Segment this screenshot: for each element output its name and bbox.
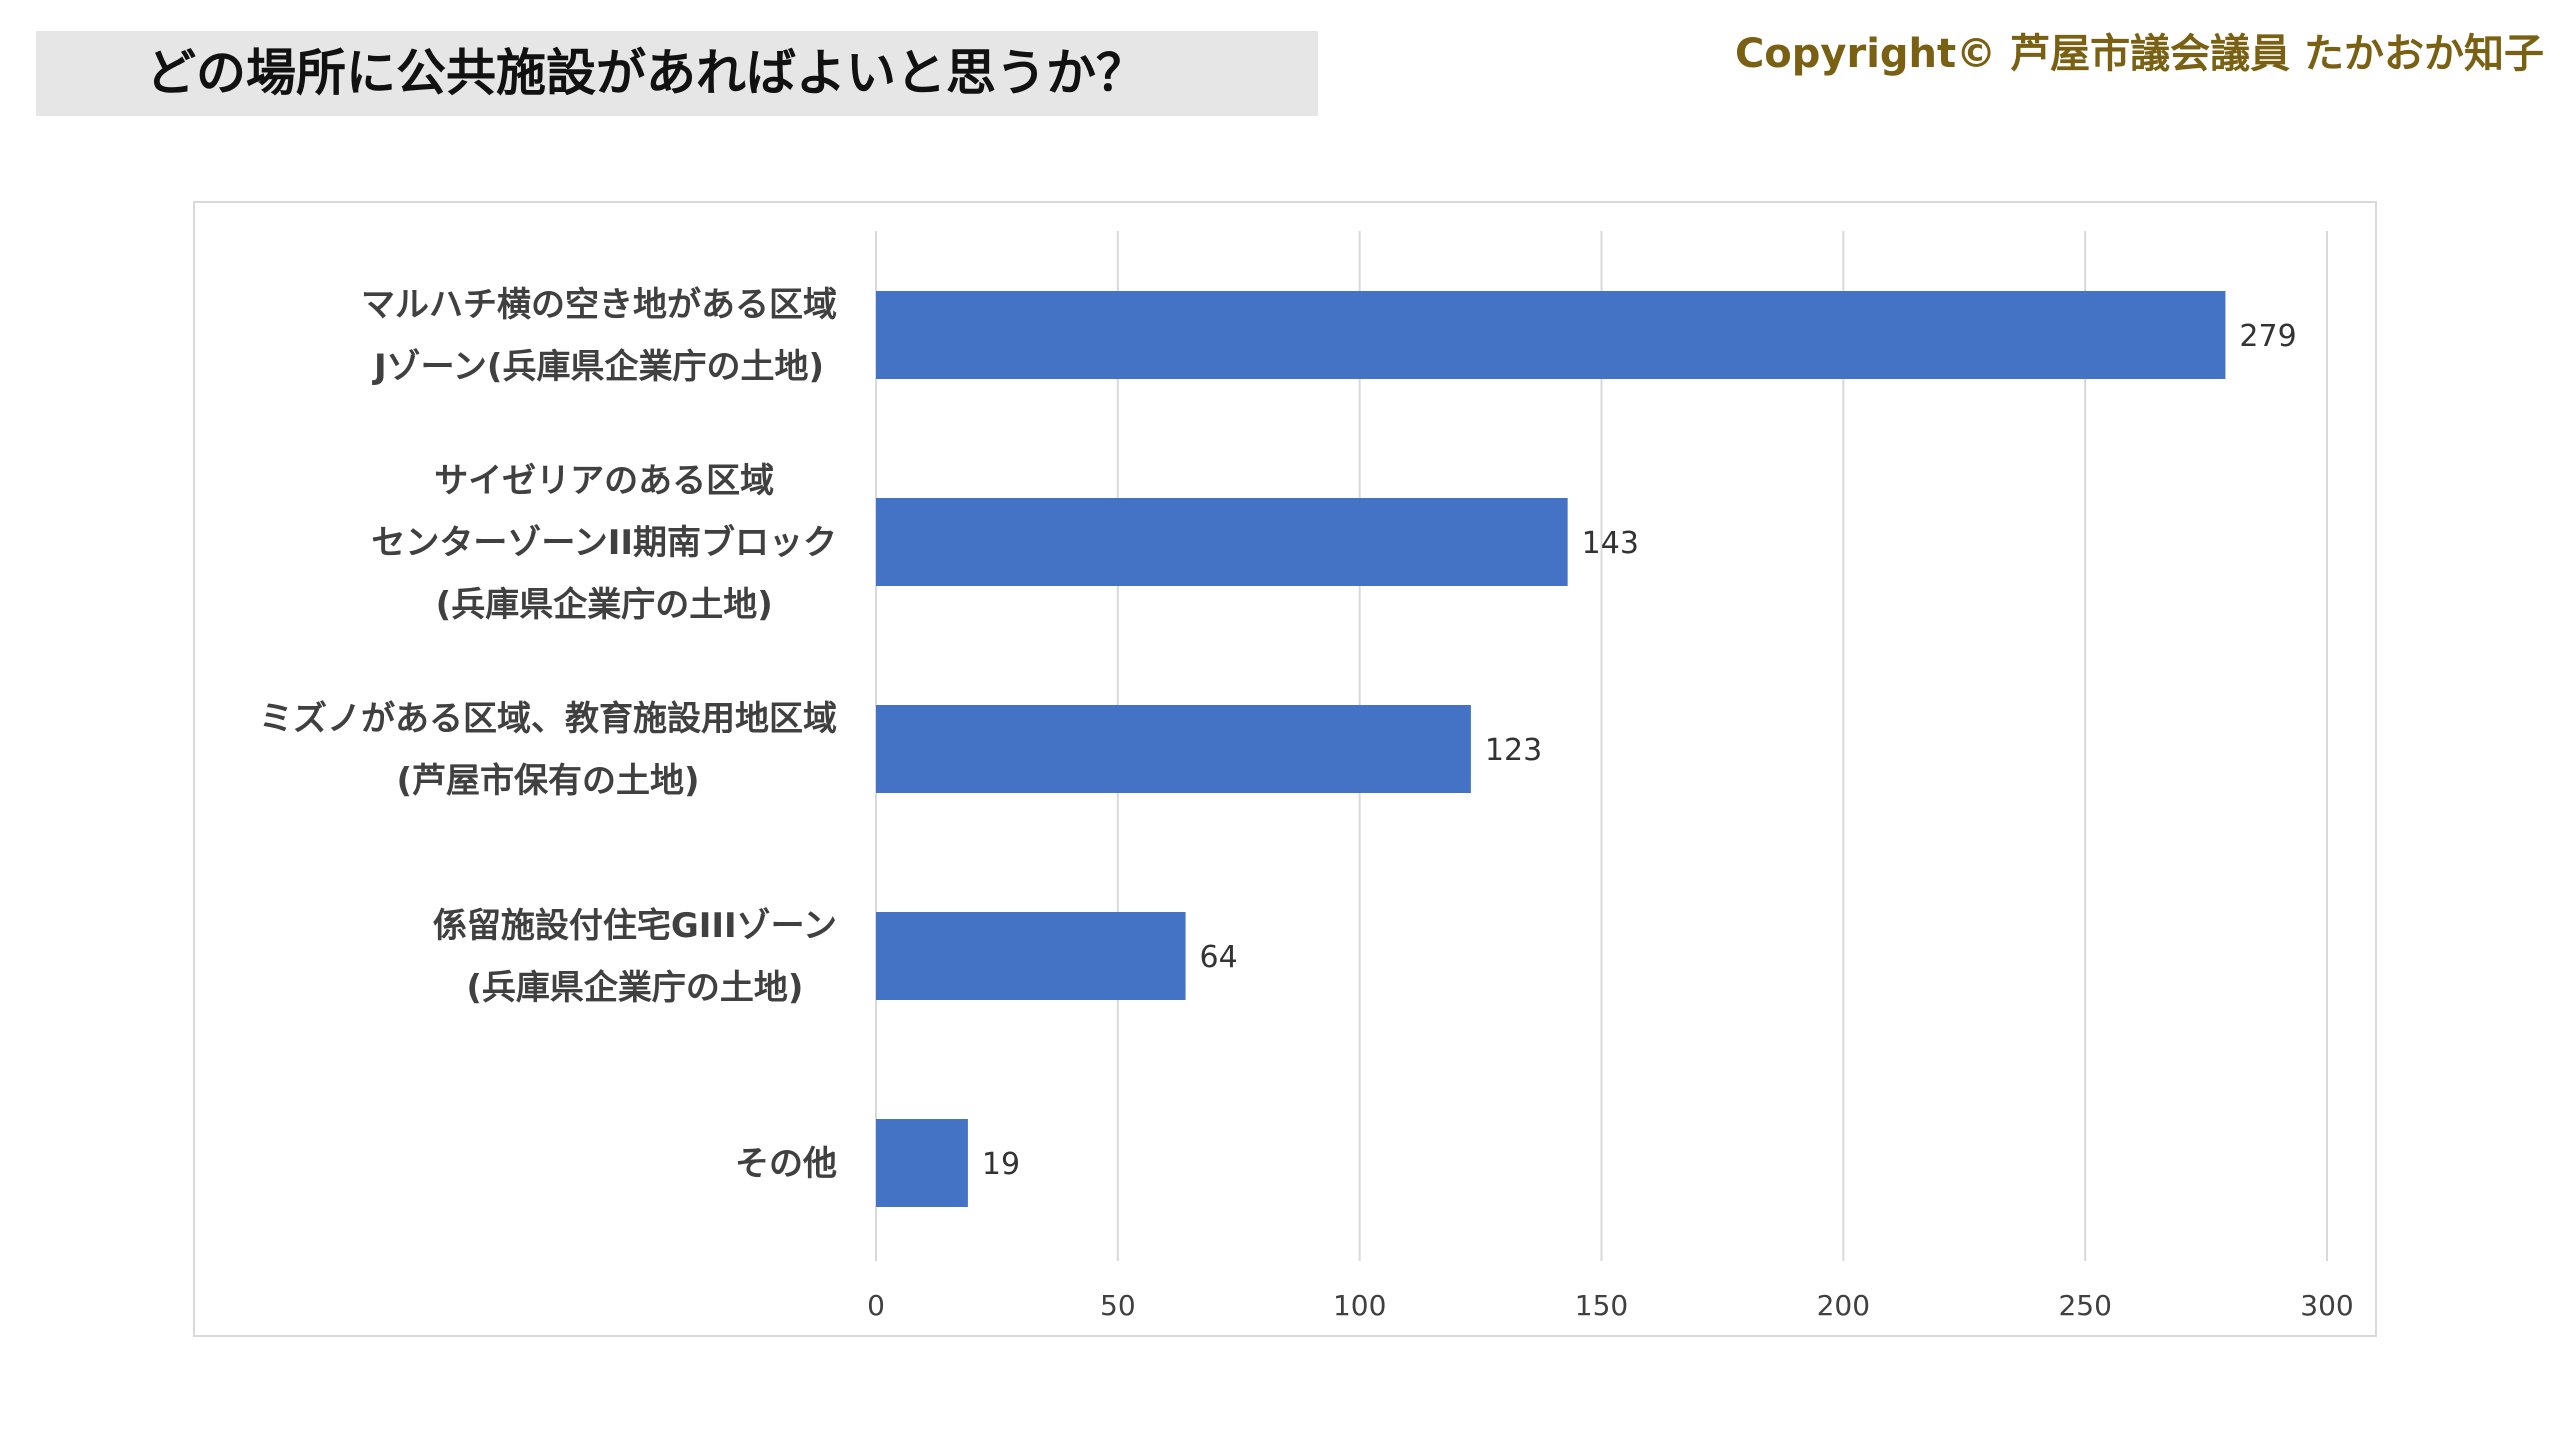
value-labels: 279 143 123 64 19 — [982, 319, 2297, 1182]
chart-frame: マルハチ横の空き地がある区域 Jゾーン(兵庫県企業庁の土地) サイゼリアのある区域セ… — [193, 201, 2377, 1337]
x-tick-label: 0 — [867, 1289, 885, 1322]
category-label: 係留施設付住宅GIIIゾーン — [433, 906, 837, 946]
category-label: Jゾーン(兵庫県企業庁の土地) — [372, 347, 824, 387]
bar — [876, 705, 1471, 793]
category-label: (兵庫県企業庁の土地) — [466, 968, 803, 1008]
x-tick-label: 300 — [2300, 1289, 2353, 1322]
data-label: 279 — [2239, 319, 2296, 354]
category-label: マルハチ横の空き地がある区域 — [361, 285, 837, 325]
category-label: (芦屋市保有の土地) — [396, 761, 699, 801]
copyright-notice: Copyright© 芦屋市議会議員 たかおか知子 — [1734, 31, 2544, 77]
data-label: 143 — [1582, 526, 1639, 561]
bar — [876, 1119, 968, 1207]
category-label: サイゼリアのある区域 — [434, 461, 774, 501]
x-tick-label: 50 — [1100, 1289, 1136, 1322]
category-label: (兵庫県企業庁の土地) — [436, 585, 773, 625]
title-banner: どの場所に公共施設があればよいと思うか？ — [36, 31, 1318, 116]
x-tick-label: 250 — [2058, 1289, 2111, 1322]
bar-chart: マルハチ横の空き地がある区域 Jゾーン(兵庫県企業庁の土地) サイゼリアのある区域セ… — [259, 231, 2354, 1322]
x-tick-label: 100 — [1333, 1289, 1386, 1322]
category-label: ミズノがある区域、教育施設用地区域 — [259, 699, 837, 739]
category-label: センターゾーンII期南ブロック — [371, 523, 837, 563]
bar — [876, 291, 2226, 379]
bar — [876, 912, 1186, 1000]
category-label: その他 — [735, 1144, 837, 1184]
x-tick-label: 150 — [1575, 1289, 1628, 1322]
x-axis-ticks: 0 50 100 150 200 250 300 — [867, 1289, 2354, 1322]
data-label: 64 — [1200, 940, 1238, 975]
bars — [876, 291, 2226, 1207]
data-label: 123 — [1485, 733, 1542, 768]
category-labels: マルハチ横の空き地がある区域 Jゾーン(兵庫県企業庁の土地) サイゼリアのある区域セ… — [259, 285, 837, 1184]
page-title: どの場所に公共施設があればよいと思うか？ — [146, 44, 1146, 102]
bar — [876, 498, 1568, 586]
data-label: 19 — [982, 1147, 1020, 1182]
x-tick-label: 200 — [1817, 1289, 1870, 1322]
